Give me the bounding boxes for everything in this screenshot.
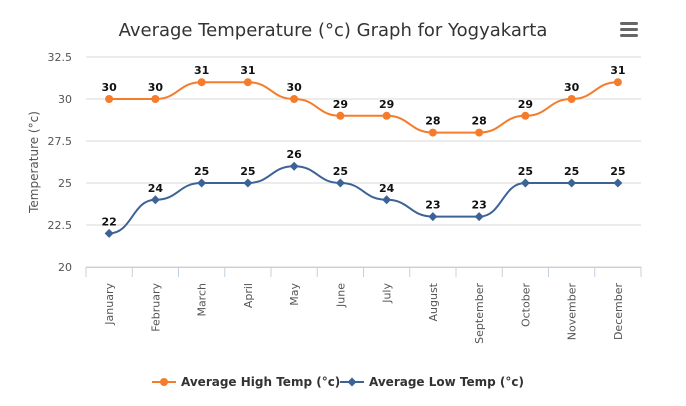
- legend: Average High Temp (°c) Average Low Temp (…: [152, 375, 524, 389]
- data-point: [336, 111, 345, 120]
- data-label: 28: [425, 115, 440, 128]
- y-tick-label: 27.5: [48, 135, 73, 148]
- x-tick-label: September: [473, 283, 486, 344]
- series-high: 30 30 31 31 30 29 29 28 28 29 30 31: [101, 64, 626, 137]
- legend-marker: [160, 378, 168, 386]
- x-tick-label: October: [519, 283, 532, 327]
- data-point: [197, 78, 206, 87]
- data-label: 26: [286, 148, 302, 161]
- series-line: [109, 165, 618, 235]
- x-tick-label: February: [149, 283, 162, 332]
- data-point: [104, 228, 114, 238]
- series-layer: 30 30 31 31 30 29 29 28 28 29 30 31 22 24 25 25 26 25 24 23…: [101, 64, 626, 238]
- y-tick-label: 22.5: [48, 219, 73, 232]
- x-tick-label: June: [334, 283, 347, 308]
- x-tick-label: December: [612, 283, 625, 341]
- data-point: [428, 128, 437, 137]
- data-label: 30: [148, 81, 164, 94]
- x-tick-label: November: [566, 283, 579, 341]
- data-point: [150, 195, 160, 205]
- data-point: [289, 161, 299, 171]
- data-point: [521, 111, 530, 120]
- data-label: 29: [379, 98, 394, 111]
- data-point: [243, 78, 252, 87]
- data-label: 29: [333, 98, 348, 111]
- y-axis: 20 22.5 25 27.5 30 32.5: [48, 51, 73, 274]
- data-label: 25: [240, 165, 255, 178]
- data-label: 25: [564, 165, 579, 178]
- legend-item[interactable]: Average High Temp (°c): [152, 375, 340, 389]
- x-tick-label: July: [381, 283, 394, 304]
- y-tick-label: 25: [58, 177, 72, 190]
- x-tick-label: March: [196, 283, 209, 317]
- data-label: 30: [286, 81, 302, 94]
- data-label: 30: [101, 81, 117, 94]
- legend-marker: [347, 377, 357, 387]
- x-tick-label: May: [288, 283, 301, 306]
- data-point: [105, 95, 114, 103]
- data-point: [243, 178, 253, 188]
- data-label: 29: [518, 98, 533, 111]
- data-point: [474, 212, 484, 222]
- data-point: [520, 178, 530, 188]
- data-point: [567, 178, 577, 188]
- data-label: 24: [148, 182, 164, 195]
- data-label: 24: [379, 182, 395, 195]
- y-tick-label: 30: [58, 93, 72, 106]
- data-label: 23: [471, 199, 486, 212]
- data-point: [613, 178, 623, 188]
- x-axis: January February March April May June July Augu…: [85, 267, 642, 344]
- data-label: 25: [194, 165, 209, 178]
- data-point: [382, 195, 392, 205]
- y-tick-label: 32.5: [48, 51, 73, 64]
- data-point: [290, 95, 299, 103]
- x-tick-label: January: [103, 283, 116, 326]
- data-label: 31: [194, 64, 209, 77]
- data-point: [567, 95, 576, 103]
- x-tick-label: April: [242, 283, 255, 308]
- series-low: 22 24 25 25 26 25 24 23 23 25 25 25: [101, 148, 626, 238]
- data-label: 28: [471, 115, 486, 128]
- data-label: 22: [101, 215, 116, 228]
- data-point: [475, 128, 484, 137]
- y-tick-label: 20: [58, 261, 72, 274]
- data-label: 23: [425, 199, 440, 212]
- data-label: 25: [333, 165, 348, 178]
- data-point: [335, 178, 345, 188]
- data-label: 25: [518, 165, 533, 178]
- legend-label: Average Low Temp (°c): [369, 375, 524, 389]
- data-point: [151, 95, 160, 103]
- legend-item[interactable]: Average Low Temp (°c): [340, 375, 524, 389]
- hamburger-menu-icon[interactable]: [618, 22, 640, 42]
- legend-label: Average High Temp (°c): [181, 375, 340, 389]
- data-label: 31: [240, 64, 255, 77]
- data-label: 31: [610, 64, 625, 77]
- data-point: [428, 212, 438, 222]
- x-tick-label: August: [427, 282, 440, 321]
- y-axis-title: Temperature (°c): [27, 111, 41, 214]
- data-point: [613, 78, 622, 87]
- chart-title: Average Temperature (°c) Graph for Yogya…: [119, 20, 548, 41]
- grid: [86, 56, 641, 268]
- data-label: 30: [564, 81, 580, 94]
- data-point: [382, 111, 391, 120]
- series-line: [109, 81, 618, 134]
- data-label: 25: [610, 165, 625, 178]
- data-point: [197, 178, 207, 188]
